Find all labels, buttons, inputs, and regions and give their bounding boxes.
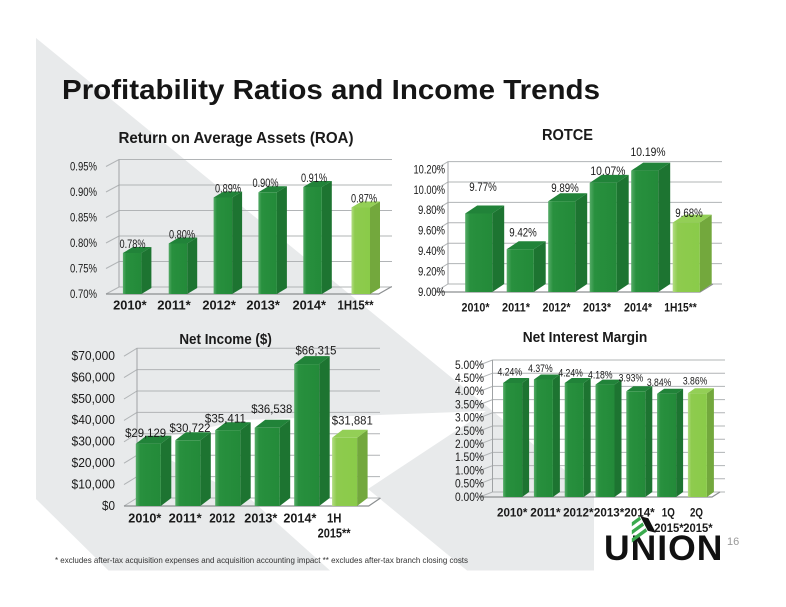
svg-text:4.24%: 4.24%: [498, 367, 523, 379]
svg-text:9.40%: 9.40%: [418, 244, 445, 258]
svg-text:$30,000: $30,000: [72, 435, 116, 449]
svg-text:$36,538: $36,538: [251, 404, 292, 416]
svg-text:2012*: 2012*: [543, 301, 571, 315]
svg-text:0.87%: 0.87%: [351, 194, 377, 206]
svg-text:9.60%: 9.60%: [418, 224, 445, 238]
svg-text:0.90%: 0.90%: [70, 185, 97, 199]
svg-text:2013*: 2013*: [246, 299, 280, 313]
svg-text:0.70%: 0.70%: [70, 287, 97, 301]
svg-text:UNION: UNION: [604, 528, 723, 568]
svg-text:2.50%: 2.50%: [455, 424, 484, 438]
svg-text:0.89%: 0.89%: [215, 183, 241, 195]
svg-text:2014*: 2014*: [624, 508, 655, 520]
svg-text:Net Income ($): Net Income ($): [179, 331, 272, 348]
svg-text:$70,000: $70,000: [72, 349, 116, 363]
svg-text:2014*: 2014*: [283, 512, 316, 526]
svg-text:0.00%: 0.00%: [455, 490, 484, 504]
svg-text:$29,129: $29,129: [125, 428, 166, 440]
svg-text:$66,315: $66,315: [296, 345, 337, 357]
svg-text:3.93%: 3.93%: [619, 372, 644, 384]
svg-text:3.00%: 3.00%: [455, 411, 484, 425]
svg-text:0.80%: 0.80%: [70, 236, 97, 250]
svg-text:2011*: 2011*: [157, 299, 191, 313]
svg-text:$31,881: $31,881: [332, 415, 373, 427]
svg-text:9.89%: 9.89%: [551, 183, 579, 195]
svg-text:2015*: 2015*: [683, 523, 713, 535]
svg-text:0.78%: 0.78%: [120, 239, 146, 251]
svg-text:0.75%: 0.75%: [70, 261, 97, 275]
svg-text:10.20%: 10.20%: [414, 162, 446, 176]
svg-text:1.00%: 1.00%: [455, 463, 484, 477]
svg-text:16: 16: [727, 536, 739, 548]
svg-text:5.00%: 5.00%: [455, 358, 484, 372]
svg-text:2.00%: 2.00%: [455, 437, 484, 451]
svg-text:3.50%: 3.50%: [455, 397, 484, 411]
svg-text:2Q: 2Q: [690, 508, 703, 520]
svg-text:2012: 2012: [209, 512, 235, 526]
svg-text:ROTCE: ROTCE: [542, 127, 593, 144]
svg-text:2011*: 2011*: [530, 508, 561, 520]
svg-text:Return on Average Assets (ROA): Return on Average Assets (ROA): [119, 130, 354, 147]
svg-text:1.50%: 1.50%: [455, 450, 484, 464]
svg-text:2012*: 2012*: [563, 508, 594, 520]
svg-text:3.84%: 3.84%: [647, 377, 672, 389]
svg-text:0.85%: 0.85%: [70, 210, 97, 224]
svg-text:$60,000: $60,000: [72, 370, 116, 384]
svg-text:1H: 1H: [327, 512, 342, 526]
svg-text:$20,000: $20,000: [72, 456, 116, 470]
svg-text:1Q: 1Q: [662, 508, 675, 520]
svg-text:4.24%: 4.24%: [558, 368, 583, 380]
svg-text:10.00%: 10.00%: [414, 183, 446, 197]
svg-text:2015*: 2015*: [654, 523, 684, 535]
svg-text:Net Interest Margin: Net Interest Margin: [523, 329, 648, 346]
svg-text:* excludes after-tax acquisiti: * excludes after-tax acquisition expense…: [55, 555, 468, 565]
svg-text:2013*: 2013*: [583, 301, 611, 315]
svg-text:2014*: 2014*: [293, 299, 327, 313]
svg-text:1H15**: 1H15**: [338, 299, 374, 313]
svg-text:2015**: 2015**: [318, 527, 351, 541]
svg-text:$0: $0: [102, 499, 115, 513]
svg-text:9.42%: 9.42%: [509, 228, 537, 240]
svg-text:2013*: 2013*: [244, 512, 277, 526]
svg-text:3.86%: 3.86%: [683, 376, 708, 388]
svg-text:$30,722: $30,722: [170, 423, 211, 435]
svg-text:0.80%: 0.80%: [169, 230, 195, 242]
svg-text:2010*: 2010*: [462, 301, 490, 315]
svg-text:9.68%: 9.68%: [675, 208, 703, 220]
svg-text:2010*: 2010*: [128, 512, 161, 526]
svg-text:$35,411: $35,411: [205, 414, 246, 426]
svg-text:9.80%: 9.80%: [418, 203, 445, 217]
svg-text:2014*: 2014*: [624, 301, 652, 315]
svg-text:2010*: 2010*: [113, 299, 147, 313]
svg-text:4.50%: 4.50%: [455, 371, 484, 385]
svg-text:4.18%: 4.18%: [588, 370, 613, 382]
svg-text:9.00%: 9.00%: [418, 285, 445, 299]
svg-text:2011*: 2011*: [169, 512, 202, 526]
svg-text:2012*: 2012*: [202, 299, 236, 313]
svg-text:$50,000: $50,000: [72, 392, 116, 406]
svg-text:4.37%: 4.37%: [528, 363, 553, 375]
svg-text:1H15**: 1H15**: [664, 301, 697, 315]
svg-text:$40,000: $40,000: [72, 413, 116, 427]
svg-text:10.07%: 10.07%: [590, 166, 625, 178]
svg-text:2011*: 2011*: [502, 301, 530, 315]
svg-text:Profitability Ratios and Incom: Profitability Ratios and Income Trends: [62, 74, 600, 105]
svg-text:0.91%: 0.91%: [301, 173, 327, 185]
svg-text:0.50%: 0.50%: [455, 477, 484, 491]
svg-text:9.77%: 9.77%: [469, 182, 497, 194]
svg-text:2010*: 2010*: [497, 508, 528, 520]
svg-text:0.95%: 0.95%: [70, 159, 97, 173]
svg-text:4.00%: 4.00%: [455, 384, 484, 398]
svg-text:2013*: 2013*: [594, 508, 625, 520]
svg-text:0.90%: 0.90%: [253, 178, 279, 190]
svg-text:9.20%: 9.20%: [418, 264, 445, 278]
svg-text:$10,000: $10,000: [72, 477, 116, 491]
svg-text:10.19%: 10.19%: [631, 147, 666, 159]
